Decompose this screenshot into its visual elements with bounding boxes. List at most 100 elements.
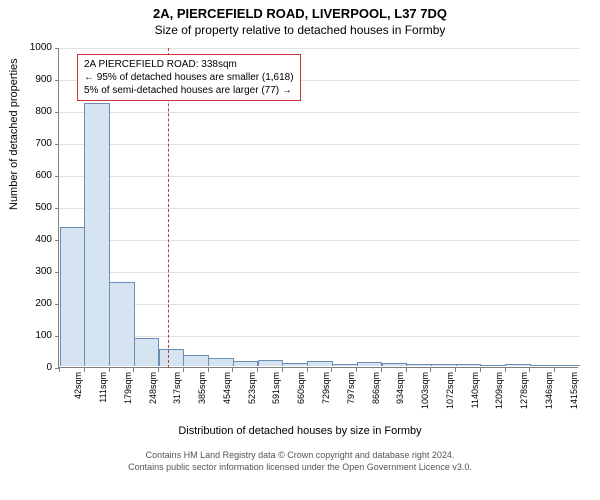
- xtick-label: 385sqm: [197, 372, 207, 422]
- xtick-label: 248sqm: [148, 372, 158, 422]
- bar: [406, 364, 432, 366]
- xtick-mark: [331, 368, 332, 372]
- xtick-label: 179sqm: [123, 372, 133, 422]
- ytick-label: 400: [22, 235, 52, 245]
- chart-title: 2A, PIERCEFIELD ROAD, LIVERPOOL, L37 7DQ: [0, 0, 600, 21]
- bar: [109, 282, 135, 366]
- bar: [159, 349, 185, 366]
- bar: [332, 364, 358, 366]
- footer-line2: Contains public sector information licen…: [0, 462, 600, 474]
- xtick-label: 1346sqm: [544, 372, 554, 422]
- ytick-mark: [55, 176, 59, 177]
- ytick-mark: [55, 144, 59, 145]
- xtick-label: 660sqm: [296, 372, 306, 422]
- ytick-label: 800: [22, 107, 52, 117]
- chart-subtitle: Size of property relative to detached ho…: [0, 21, 600, 37]
- ytick-mark: [55, 336, 59, 337]
- xtick-label: 1209sqm: [494, 372, 504, 422]
- bar: [456, 364, 482, 366]
- ytick-label: 700: [22, 139, 52, 149]
- bar: [555, 365, 581, 366]
- bar: [134, 338, 160, 366]
- xtick-label: 1140sqm: [470, 372, 480, 422]
- bar: [357, 362, 383, 366]
- ytick-mark: [55, 48, 59, 49]
- xtick-mark: [84, 368, 85, 372]
- xtick-label: 934sqm: [395, 372, 405, 422]
- xtick-label: 1415sqm: [569, 372, 579, 422]
- bar: [84, 103, 110, 366]
- bar: [505, 364, 531, 366]
- ytick-label: 1000: [22, 43, 52, 53]
- ytick-mark: [55, 304, 59, 305]
- xtick-label: 797sqm: [346, 372, 356, 422]
- xtick-label: 591sqm: [271, 372, 281, 422]
- ytick-label: 200: [22, 299, 52, 309]
- gridline: [59, 240, 579, 241]
- ytick-mark: [55, 240, 59, 241]
- chart-area: 42sqm111sqm179sqm248sqm317sqm385sqm454sq…: [58, 48, 578, 368]
- xtick-label: 317sqm: [172, 372, 182, 422]
- xtick-mark: [133, 368, 134, 372]
- xtick-label: 523sqm: [247, 372, 257, 422]
- xtick-mark: [455, 368, 456, 372]
- bar: [481, 365, 507, 366]
- xtick-label: 42sqm: [73, 372, 83, 422]
- xtick-label: 1003sqm: [420, 372, 430, 422]
- annotation-box: 2A PIERCEFIELD ROAD: 338sqm← 95% of deta…: [77, 54, 301, 101]
- ytick-label: 500: [22, 203, 52, 213]
- xtick-label: 454sqm: [222, 372, 232, 422]
- annotation-line2: ← 95% of detached houses are smaller (1,…: [84, 71, 294, 84]
- xtick-mark: [480, 368, 481, 372]
- ytick-mark: [55, 80, 59, 81]
- xtick-mark: [505, 368, 506, 372]
- xtick-mark: [257, 368, 258, 372]
- bar: [431, 364, 457, 366]
- xtick-mark: [430, 368, 431, 372]
- xtick-mark: [554, 368, 555, 372]
- bar: [258, 360, 284, 366]
- xtick-mark: [529, 368, 530, 372]
- xtick-mark: [282, 368, 283, 372]
- xtick-mark: [307, 368, 308, 372]
- xtick-mark: [406, 368, 407, 372]
- xtick-mark: [208, 368, 209, 372]
- annotation-line3: 5% of semi-detached houses are larger (7…: [84, 84, 294, 97]
- xtick-mark: [356, 368, 357, 372]
- footer-line1: Contains HM Land Registry data © Crown c…: [0, 450, 600, 462]
- bar: [307, 361, 333, 366]
- ytick-label: 0: [22, 363, 52, 373]
- bar: [282, 363, 308, 366]
- xtick-mark: [59, 368, 60, 372]
- footer-attribution: Contains HM Land Registry data © Crown c…: [0, 450, 600, 473]
- xtick-label: 729sqm: [321, 372, 331, 422]
- ytick-label: 600: [22, 171, 52, 181]
- gridline: [59, 272, 579, 273]
- plot-region: 42sqm111sqm179sqm248sqm317sqm385sqm454sq…: [58, 48, 578, 368]
- gridline: [59, 112, 579, 113]
- bar: [233, 361, 259, 366]
- xtick-label: 1278sqm: [519, 372, 529, 422]
- gridline: [59, 176, 579, 177]
- gridline: [59, 208, 579, 209]
- ytick-mark: [55, 272, 59, 273]
- xtick-mark: [183, 368, 184, 372]
- y-axis-label: Number of detached properties: [8, 58, 20, 210]
- bar: [183, 355, 209, 366]
- gridline: [59, 48, 579, 49]
- x-axis-label: Distribution of detached houses by size …: [0, 425, 600, 437]
- annotation-line1: 2A PIERCEFIELD ROAD: 338sqm: [84, 58, 294, 71]
- xtick-label: 111sqm: [98, 372, 108, 422]
- bar: [530, 365, 556, 366]
- ytick-label: 900: [22, 75, 52, 85]
- xtick-mark: [158, 368, 159, 372]
- ytick-label: 100: [22, 331, 52, 341]
- ytick-mark: [55, 112, 59, 113]
- xtick-label: 866sqm: [371, 372, 381, 422]
- xtick-mark: [109, 368, 110, 372]
- gridline: [59, 304, 579, 305]
- xtick-label: 1072sqm: [445, 372, 455, 422]
- ytick-label: 300: [22, 267, 52, 277]
- xtick-mark: [232, 368, 233, 372]
- ytick-mark: [55, 208, 59, 209]
